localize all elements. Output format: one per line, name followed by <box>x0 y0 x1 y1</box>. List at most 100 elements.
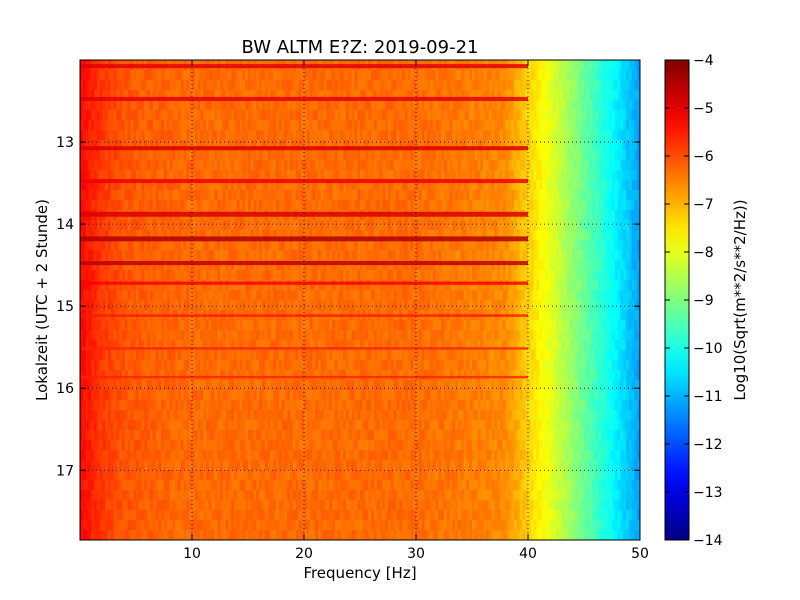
heatmap-cell <box>169 190 173 201</box>
heatmap-cell <box>273 430 277 441</box>
heatmap-cell <box>298 250 302 261</box>
heatmap-cell <box>228 140 232 151</box>
heatmap-cell <box>91 180 95 191</box>
heatmap-cell <box>262 90 266 101</box>
heatmap-cell <box>124 490 129 501</box>
heatmap-cell <box>340 430 344 441</box>
heatmap-cell <box>348 340 353 351</box>
heatmap-cell <box>351 350 355 361</box>
heatmap-cell <box>242 420 246 431</box>
heatmap-cell <box>214 220 218 231</box>
heatmap-cell <box>122 440 126 451</box>
heatmap-cell <box>108 150 112 161</box>
heatmap-cell <box>88 120 92 131</box>
heatmap-cell <box>189 110 193 121</box>
heatmap-cell <box>264 410 269 421</box>
heatmap-cell <box>99 260 103 271</box>
heatmap-cell <box>82 530 87 540</box>
heatmap-cell <box>343 530 347 540</box>
heatmap-cell <box>189 510 193 521</box>
heatmap-cell <box>281 380 285 391</box>
heatmap-cell <box>362 360 367 371</box>
heatmap-cell <box>228 190 232 201</box>
heatmap-cell <box>337 120 341 131</box>
heatmap-cell <box>124 290 129 301</box>
heatmap-cell <box>360 510 364 521</box>
heatmap-cell <box>236 360 241 371</box>
heatmap-cell <box>281 300 285 311</box>
heatmap-cell <box>105 500 109 511</box>
heatmap-cell <box>332 320 336 331</box>
heatmap-cell <box>306 230 311 241</box>
heatmap-cell <box>82 140 87 151</box>
heatmap-cell <box>360 280 364 291</box>
heatmap-cell <box>108 280 112 291</box>
heatmap-cell <box>234 70 238 81</box>
heatmap-cell <box>110 520 115 531</box>
heatmap-cell <box>222 320 227 331</box>
heatmap-cell <box>192 250 196 261</box>
heatmap-cell <box>278 290 283 301</box>
heatmap-cell <box>332 230 336 241</box>
heatmap-cell <box>138 300 143 311</box>
heatmap-cell <box>323 370 327 381</box>
heatmap-cell <box>287 530 291 540</box>
heatmap-cell <box>242 230 246 241</box>
heatmap-cell <box>315 260 319 271</box>
heatmap-cell <box>270 220 274 231</box>
heatmap-cell <box>200 450 204 461</box>
heatmap-cell <box>141 70 145 81</box>
heatmap-cell <box>180 410 185 421</box>
heatmap-cell <box>124 130 129 141</box>
heatmap-cell <box>228 180 232 191</box>
heatmap-cell <box>113 380 117 391</box>
heatmap-cell <box>214 300 218 311</box>
heatmap-cell <box>239 460 243 471</box>
heatmap-cell <box>298 170 302 181</box>
heatmap-cell <box>211 160 215 171</box>
heatmap-cell <box>362 260 367 271</box>
heatmap-cell <box>253 190 257 201</box>
heatmap-cell <box>276 150 280 161</box>
heatmap-cell <box>326 120 330 131</box>
heatmap-cell <box>144 380 148 391</box>
heatmap-cell <box>211 440 215 451</box>
heatmap-cell <box>337 510 341 521</box>
heatmap-cell <box>306 130 311 141</box>
heatmap-cell <box>332 150 336 161</box>
heatmap-cell <box>189 350 193 361</box>
heatmap-cell <box>337 150 341 161</box>
heatmap-cell <box>186 390 190 401</box>
heatmap-cell <box>334 180 339 191</box>
heatmap-cell <box>309 80 313 91</box>
heatmap-cell <box>183 500 187 511</box>
heatmap-cell <box>130 240 134 251</box>
heatmap-cell <box>320 100 325 111</box>
heatmap-cell <box>116 220 120 231</box>
heatmap-cell <box>264 230 269 241</box>
heatmap-cell <box>214 440 218 451</box>
heatmap-cell <box>136 350 140 361</box>
heatmap-cell <box>267 290 271 301</box>
heatmap-cell <box>144 350 148 361</box>
heatmap-cell <box>211 340 215 351</box>
heatmap-cell <box>284 400 288 411</box>
heatmap-cell <box>169 100 173 111</box>
heatmap-cell <box>360 260 364 271</box>
heatmap-cell <box>295 240 299 251</box>
heatmap-cell <box>267 190 271 201</box>
heatmap-cell <box>259 350 263 361</box>
heatmap-cell <box>245 160 249 171</box>
heatmap-cell <box>208 220 213 231</box>
heatmap-cell <box>239 510 243 521</box>
heatmap-cell <box>208 340 213 351</box>
heatmap-cell <box>365 390 369 401</box>
heatmap-cell <box>365 490 369 501</box>
heatmap-cell <box>318 320 322 331</box>
heatmap-cell <box>231 530 235 540</box>
heatmap-cell <box>309 400 313 411</box>
heatmap-cell <box>343 400 347 411</box>
heatmap-cell <box>136 430 140 441</box>
heatmap-cell <box>250 250 255 261</box>
heatmap-cell <box>295 270 299 281</box>
